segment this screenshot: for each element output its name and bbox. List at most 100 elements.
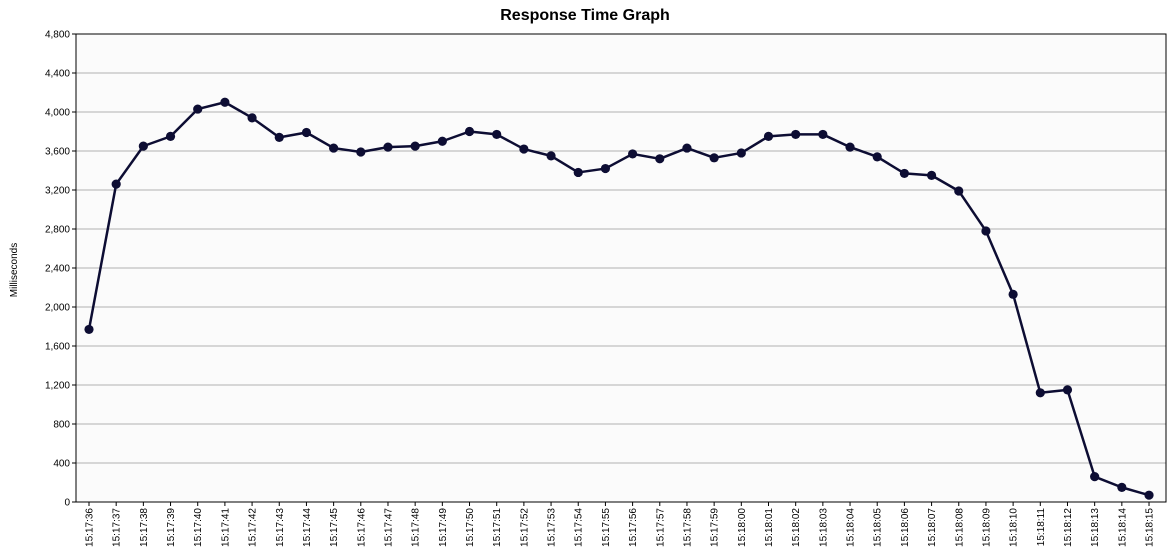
x-axis-ticks: 15:17:36 15:17:37 15:17:38 15:17:39 15:17:40… [85, 502, 1156, 547]
x-tick-label: 15:18:00 [737, 508, 748, 547]
x-tick-label: 15:18:04 [846, 508, 857, 547]
data-point [546, 151, 556, 161]
x-tick-label: 15:17:59 [710, 508, 721, 547]
data-point [274, 132, 284, 142]
y-tick-label: 1,600 [45, 342, 70, 353]
x-tick-label: 15:17:39 [166, 508, 177, 547]
y-tick-label: 2,400 [45, 264, 70, 275]
x-tick-label: 15:17:52 [519, 508, 530, 547]
x-tick-label: 15:17:47 [383, 508, 394, 547]
data-point [899, 168, 910, 179]
x-tick-label: 15:17:54 [574, 508, 585, 547]
x-tick-label: 15:17:49 [438, 508, 449, 547]
x-tick-label: 15:17:40 [193, 508, 204, 547]
x-tick-label: 15:18:05 [873, 508, 884, 547]
data-point [519, 144, 529, 154]
x-tick-label: 15:17:50 [465, 508, 476, 547]
data-point [1090, 472, 1100, 482]
plot-border [75, 33, 1167, 503]
x-tick-label: 15:17:42 [248, 508, 259, 547]
x-tick-label: 15:18:02 [791, 508, 802, 547]
data-point [1117, 482, 1127, 492]
x-tick-label: 15:17:41 [220, 508, 231, 547]
data-point [356, 147, 366, 157]
data-point [410, 141, 420, 151]
data-point [872, 152, 882, 162]
x-tick-label: 15:17:53 [547, 508, 558, 547]
data-point [791, 129, 801, 140]
x-tick-label: 15:17:51 [492, 508, 503, 547]
data-point [111, 179, 121, 189]
y-tick-label: 2,800 [45, 225, 70, 236]
x-tick-label: 15:18:13 [1090, 508, 1101, 547]
x-tick-label: 15:18:01 [764, 508, 775, 547]
x-tick-label: 15:17:44 [302, 508, 313, 547]
x-tick-label: 15:18:14 [1117, 508, 1128, 547]
y-tick-label: 4,400 [45, 69, 70, 80]
y-tick-label: 400 [53, 459, 70, 470]
data-point [464, 126, 475, 137]
x-tick-label: 15:18:11 [1036, 508, 1047, 547]
data-point [1062, 385, 1073, 395]
x-tick-label: 15:17:36 [85, 508, 96, 547]
data-point [600, 163, 611, 174]
x-tick-label: 15:17:57 [655, 508, 666, 547]
x-tick-label: 15:17:55 [601, 508, 612, 547]
data-point [301, 127, 312, 138]
x-tick-label: 15:17:46 [356, 508, 367, 547]
data-point [383, 142, 393, 152]
data-point [954, 186, 964, 196]
x-tick-label: 15:17:37 [112, 508, 123, 547]
x-tick-label: 15:18:12 [1063, 508, 1074, 547]
x-tick-label: 15:18:15 [1145, 508, 1156, 547]
data-point [329, 143, 339, 153]
x-tick-label: 15:18:07 [927, 508, 938, 547]
y-tick-label: 3,200 [45, 186, 70, 197]
data-point [84, 324, 94, 335]
data-point [736, 148, 746, 158]
data-point [628, 149, 638, 159]
data-point [247, 113, 257, 123]
x-tick-label: 15:17:58 [682, 508, 693, 547]
data-point [193, 104, 203, 114]
series-response-time [84, 97, 1154, 500]
y-tick-label: 4,800 [45, 30, 70, 41]
data-point [437, 136, 447, 146]
data-point [165, 131, 176, 141]
y-axis-label: Milliseconds [9, 243, 20, 297]
data-point [1008, 289, 1018, 299]
x-tick-label: 15:18:06 [900, 508, 911, 547]
y-tick-label: 2,000 [45, 303, 70, 314]
grid-lines [76, 33, 1166, 464]
y-tick-label: 4,000 [45, 108, 70, 119]
y-axis-ticks: 0 400 800 1,200 1,600 2,000 2,400 2,800 3,200 3,6… [45, 30, 76, 509]
data-point [763, 131, 774, 141]
data-point [845, 142, 855, 152]
y-tick-label: 800 [53, 420, 70, 431]
data-point [655, 154, 665, 164]
y-tick-label: 0 [64, 498, 70, 509]
x-tick-label: 15:18:09 [981, 508, 992, 547]
data-point [981, 226, 991, 236]
y-tick-label: 1,200 [45, 381, 70, 392]
data-point [926, 170, 937, 180]
x-tick-label: 15:18:10 [1009, 508, 1020, 547]
data-point [709, 153, 719, 163]
data-point [220, 97, 230, 107]
x-tick-label: 15:17:45 [329, 508, 340, 547]
x-tick-label: 15:18:03 [818, 508, 829, 547]
data-point [1035, 388, 1045, 398]
data-point [573, 167, 583, 178]
x-tick-label: 15:17:38 [139, 508, 150, 547]
x-tick-label: 15:18:08 [954, 508, 965, 547]
data-point [492, 129, 502, 140]
y-tick-label: 3,600 [45, 147, 70, 158]
chart-title: Response Time Graph [500, 7, 670, 24]
series-line [87, 101, 1150, 497]
data-point [138, 141, 148, 151]
x-tick-label: 15:17:48 [411, 508, 422, 547]
x-tick-label: 15:17:56 [628, 508, 639, 547]
data-point [1144, 490, 1154, 500]
data-point [818, 129, 828, 140]
